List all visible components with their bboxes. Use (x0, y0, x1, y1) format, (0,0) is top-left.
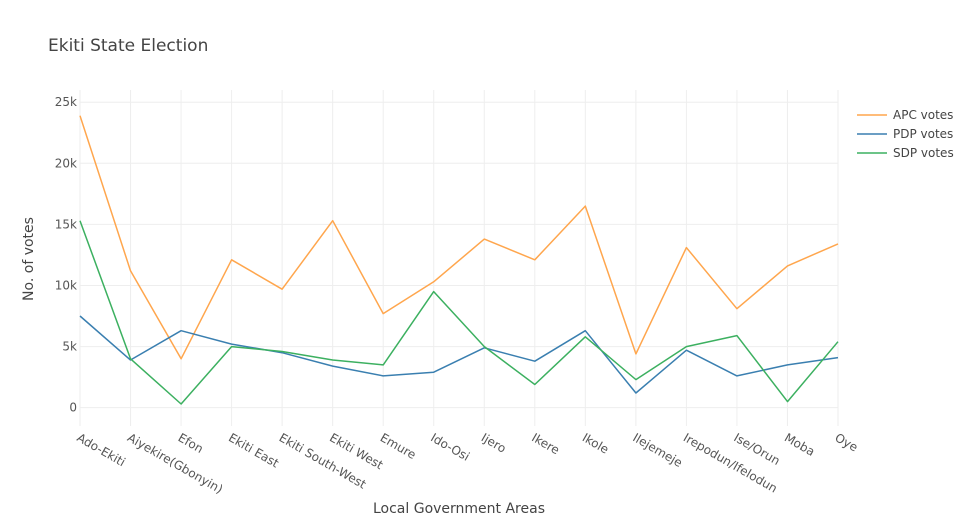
y-axis-ticks: 0 5k 10k 15k 20k 25k (55, 95, 77, 414)
y-tick-label: 5k (62, 340, 77, 354)
x-tick-label: Moba (782, 430, 817, 458)
y-axis-title: No. of votes (21, 217, 37, 301)
series-line-pdp (79, 315, 839, 394)
x-tick-label: Ekiti East (226, 430, 281, 470)
y-tick-label: 0 (69, 401, 77, 415)
x-tick-label: Ijero (479, 430, 509, 455)
x-tick-label: Aiyekire(Gbonyin) (125, 430, 225, 496)
x-tick-label: Ikere (529, 430, 562, 457)
x-tick-label: Ikole (580, 430, 611, 456)
x-tick-label: Ilejemeje (630, 430, 684, 470)
x-tick-label: Oye (833, 430, 861, 454)
grid (79, 90, 839, 426)
y-tick-label: 15k (55, 217, 77, 231)
x-tick-label: Efon (176, 430, 206, 456)
x-tick-label: Emure (378, 430, 419, 462)
x-axis-title: Local Government Areas (373, 501, 545, 517)
x-tick-label: Irepodun/Ifelodun (681, 430, 780, 495)
x-tick-label: Ekiti South-West (277, 430, 369, 491)
chart-title: Ekiti State Election (48, 36, 208, 56)
x-tick-label: Ido-Osi (428, 430, 472, 463)
legend-label: SDP votes (893, 146, 954, 160)
y-tick-label: 25k (55, 95, 77, 109)
legend: APC votes PDP votes SDP votes (857, 108, 954, 160)
legend-label: PDP votes (893, 127, 953, 141)
y-tick-label: 20k (55, 156, 77, 170)
series-group (79, 115, 839, 405)
y-tick-label: 10k (55, 278, 77, 292)
series-line-apc (79, 115, 839, 360)
series-line-sdp (79, 220, 839, 405)
legend-label: APC votes (893, 108, 953, 122)
x-tick-label: Ado-Ekiti (75, 430, 128, 469)
